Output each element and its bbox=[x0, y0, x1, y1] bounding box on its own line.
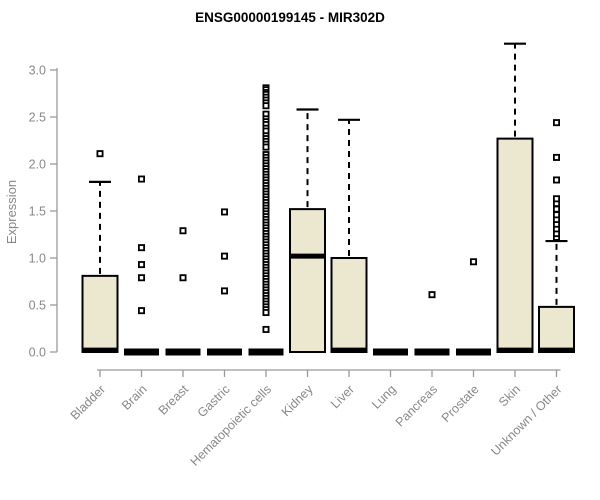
y-tick-label: 1.0 bbox=[29, 252, 46, 266]
box-lung bbox=[373, 348, 408, 356]
box-skin bbox=[496, 137, 534, 353]
outlier-point bbox=[137, 261, 145, 269]
x-category-label: Brain bbox=[119, 382, 150, 413]
x-category-label: Unknown / Other bbox=[488, 382, 564, 458]
chart-title: ENSG00000199145 - MIR302D bbox=[195, 10, 385, 25]
x-category-label: Lung bbox=[369, 382, 399, 412]
outlier-point bbox=[553, 119, 561, 127]
outlier-point bbox=[96, 150, 104, 158]
x-category-label: Kidney bbox=[279, 382, 316, 419]
outlier-point bbox=[220, 287, 228, 295]
box-bladder bbox=[81, 274, 119, 353]
outlier-point bbox=[137, 244, 145, 252]
x-category-label: Skin bbox=[496, 382, 523, 409]
y-tick-label: 2.0 bbox=[29, 158, 46, 172]
outlier-point bbox=[179, 227, 187, 235]
outlier-point bbox=[179, 274, 187, 282]
plot-area: 0.0 0.5 1.0 1.5 2.0 2.5 3.0 Bladder Brain Breast G… bbox=[29, 42, 575, 469]
y-tick-label: 0.0 bbox=[29, 346, 46, 360]
y-tick-label: 3.0 bbox=[29, 64, 46, 78]
outlier-point bbox=[469, 258, 477, 266]
y-tick-label: 1.5 bbox=[29, 205, 46, 219]
outlier-point bbox=[262, 102, 270, 110]
x-category-label: Gastric bbox=[195, 382, 233, 420]
y-tick-label: 2.5 bbox=[29, 111, 46, 125]
x-category-label: Liver bbox=[328, 382, 357, 411]
outlier-point bbox=[553, 195, 561, 203]
box-breast bbox=[165, 348, 201, 356]
x-category-label: Breast bbox=[156, 382, 192, 418]
box-unknown-other bbox=[538, 305, 575, 354]
box-liver bbox=[330, 257, 368, 353]
x-category-label: Bladder bbox=[68, 382, 108, 422]
outlier-point bbox=[262, 143, 270, 151]
outlier-point bbox=[262, 309, 270, 317]
box-gastric bbox=[207, 348, 242, 356]
outlier-point bbox=[553, 211, 561, 219]
outlier-point bbox=[137, 307, 145, 315]
outlier-point bbox=[262, 325, 270, 333]
y-axis-label: Expression bbox=[4, 180, 19, 244]
outlier-point bbox=[553, 176, 561, 184]
outlier-point bbox=[137, 175, 145, 183]
outlier-point bbox=[553, 153, 561, 161]
box-hematopoietic-cells bbox=[248, 348, 284, 356]
outlier-point bbox=[428, 291, 436, 299]
x-category-label: Hematopoietic cells bbox=[188, 382, 275, 469]
outlier-point bbox=[137, 274, 145, 282]
outlier-point bbox=[220, 208, 228, 216]
x-category-label: Prostate bbox=[439, 382, 482, 425]
y-tick-label: 0.5 bbox=[29, 299, 46, 313]
box-pancreas bbox=[414, 348, 450, 356]
box-brain bbox=[124, 348, 159, 356]
box-prostate bbox=[456, 348, 491, 356]
outlier-point bbox=[220, 252, 228, 260]
x-category-label: Pancreas bbox=[393, 382, 440, 429]
box-kidney bbox=[289, 208, 326, 353]
outlier-point bbox=[553, 205, 561, 213]
